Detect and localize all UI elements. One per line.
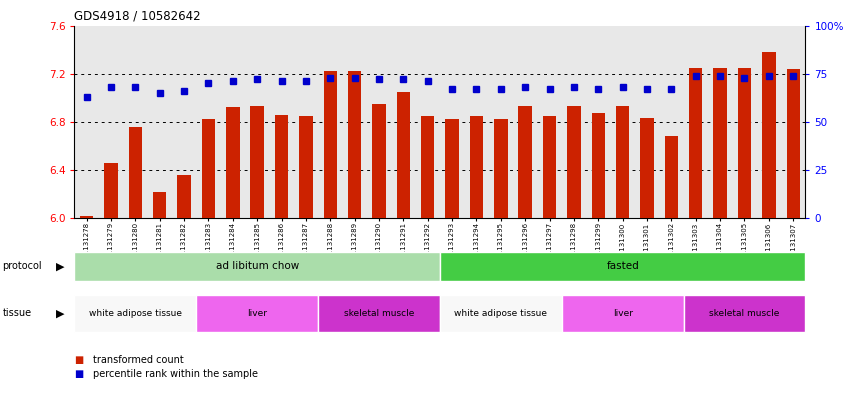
Bar [226,107,239,218]
Bar [275,115,288,218]
Bar [684,295,805,332]
Text: tissue: tissue [3,309,31,318]
Bar [196,295,318,332]
Bar [80,216,93,218]
Text: white adipose tissue: white adipose tissue [454,309,547,318]
Bar [153,192,167,218]
Bar [397,92,410,218]
Text: skeletal muscle: skeletal muscle [343,309,415,318]
Bar [543,116,557,218]
Bar [74,252,440,281]
Bar [74,295,196,332]
Text: liver: liver [247,309,267,318]
Bar [440,295,562,332]
Bar [250,106,264,218]
Bar [445,119,459,218]
Bar [567,106,580,218]
Bar [104,163,118,218]
Text: white adipose tissue: white adipose tissue [89,309,182,318]
Bar [299,116,313,218]
Bar [440,252,805,281]
Bar [640,118,654,218]
Text: ad libitum chow: ad libitum chow [216,261,299,271]
Bar [372,104,386,218]
Bar [738,68,751,218]
Text: skeletal muscle: skeletal muscle [709,309,780,318]
Bar [494,119,508,218]
Text: transformed count: transformed count [93,354,184,365]
Text: liver: liver [613,309,633,318]
Bar [178,175,191,218]
Bar [762,52,776,218]
Text: percentile rank within the sample: percentile rank within the sample [93,369,258,379]
Bar [616,106,629,218]
Bar [421,116,435,218]
Bar [665,136,678,218]
Bar [713,68,727,218]
Bar [470,116,483,218]
Bar [129,127,142,218]
Bar [689,68,702,218]
Bar [562,295,684,332]
Text: ■: ■ [74,369,84,379]
Bar [591,114,605,218]
Text: ■: ■ [74,354,84,365]
Text: fasted: fasted [607,261,639,271]
Bar [323,71,337,218]
Bar [318,295,440,332]
Text: ▶: ▶ [56,261,64,271]
Bar [348,71,361,218]
Bar [201,119,215,218]
Text: GDS4918 / 10582642: GDS4918 / 10582642 [74,10,201,23]
Bar [519,106,532,218]
Text: ▶: ▶ [56,309,64,318]
Text: protocol: protocol [3,261,42,271]
Bar [787,69,800,218]
